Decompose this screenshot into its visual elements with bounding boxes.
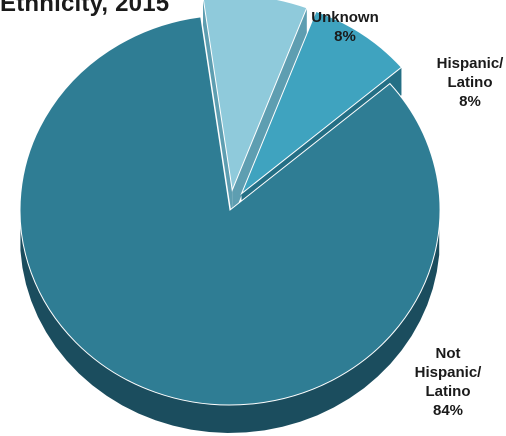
slice-label-line: Latino [426, 383, 471, 400]
slice-label-line: Latino [448, 74, 493, 91]
slice-label-line: Unknown [311, 9, 379, 26]
slice-label-line: Hispanic/ [437, 55, 505, 72]
slice-label-line: Hispanic/ [415, 364, 483, 381]
slice-edge-unknown [203, 0, 233, 219]
slice-side-not-hispanic-latino [20, 222, 440, 433]
chart-title: Ethnicity, 2015 [0, 0, 170, 17]
slice-label-line: 8% [334, 28, 356, 45]
slice-label-not-hispanic-latino: Not Hispanic/Latino 84% [415, 345, 483, 419]
slice-label-line: Not [436, 345, 461, 362]
slice-hispanic-latino [240, 10, 403, 196]
slice-label-hispanic-latino: Hispanic/Latino 8% [437, 55, 505, 110]
slice-label-line: 8% [459, 93, 481, 110]
slice-unknown [202, 0, 308, 192]
slice-not-hispanic-latino [19, 16, 441, 406]
slice-edge-end-unknown [232, 7, 307, 219]
slice-label-unknown: Unknown 8% [311, 9, 379, 45]
slice-label-line: 84% [433, 402, 463, 419]
